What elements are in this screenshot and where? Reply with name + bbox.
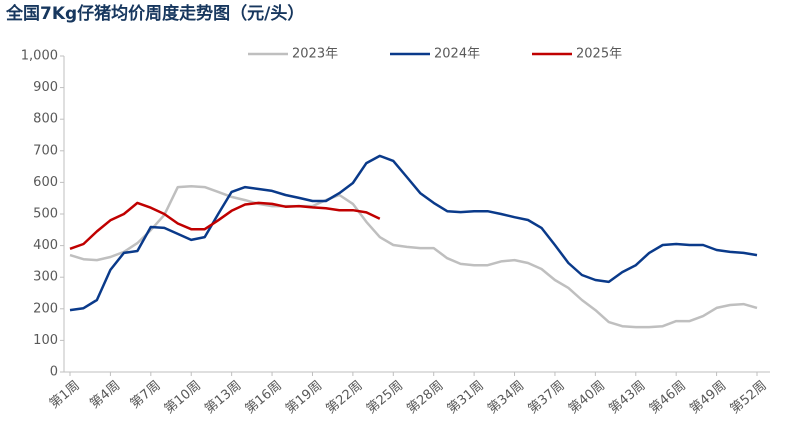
legend-label: 2024年: [434, 47, 480, 62]
x-tick-label: 第22周: [323, 378, 365, 417]
y-tick-label: 1,000: [21, 49, 58, 64]
series-line: [69, 154, 758, 312]
x-tick-label: 第37周: [526, 378, 568, 417]
x-tick-label: 第1周: [47, 378, 83, 412]
x-tick-label: 第7周: [128, 378, 164, 412]
x-tick-label: 第4周: [87, 378, 123, 412]
x-tick-label: 第19周: [283, 378, 325, 417]
x-tick-label: 第40周: [566, 378, 608, 417]
series-line: [69, 201, 381, 250]
x-tick-label: 第46周: [647, 378, 689, 417]
chart-title: 全国7Kg仔猪均价周度走势图（元/头）: [5, 3, 304, 24]
x-tick-label: 第16周: [243, 378, 285, 417]
series-line: [69, 184, 758, 329]
y-tick-label: 500: [33, 207, 58, 222]
x-tick-label: 第43周: [606, 378, 648, 417]
x-tick-label: 第49周: [687, 378, 729, 417]
y-tick-label: 300: [33, 270, 58, 285]
x-tick-label: 第10周: [162, 378, 204, 417]
x-tick-label: 第52周: [728, 378, 770, 417]
x-tick-label: 第28周: [404, 378, 446, 417]
y-tick-label: 100: [33, 333, 58, 348]
y-tick-label: 900: [33, 80, 58, 95]
x-tick-label: 第34周: [485, 378, 527, 417]
y-tick-label: 0: [50, 365, 58, 380]
y-tick-label: 200: [33, 301, 58, 316]
y-tick-label: 700: [33, 143, 58, 158]
y-tick-label: 600: [33, 175, 58, 190]
legend-label: 2025年: [576, 47, 622, 62]
x-tick-label: 第13周: [202, 378, 244, 417]
x-tick-label: 第31周: [445, 378, 487, 417]
x-tick-label: 第25周: [364, 378, 406, 417]
legend-label: 2023年: [292, 47, 338, 62]
y-tick-label: 800: [33, 112, 58, 127]
y-tick-label: 400: [33, 238, 58, 253]
